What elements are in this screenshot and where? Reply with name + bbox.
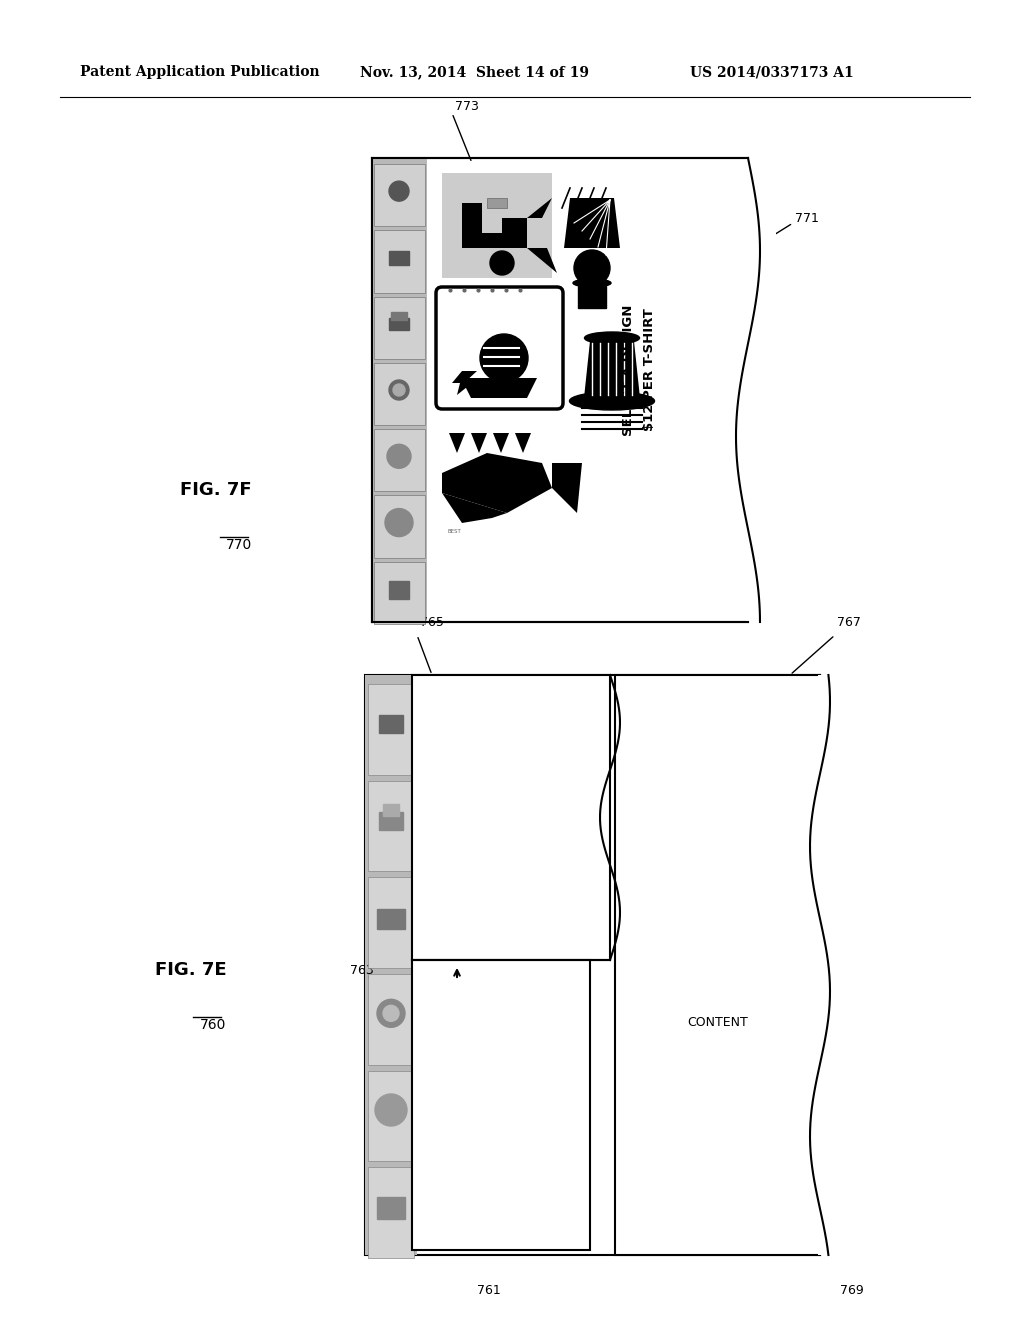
Bar xyxy=(377,1197,406,1218)
Bar xyxy=(365,675,417,1255)
Bar xyxy=(487,198,507,209)
Text: Nov. 13, 2014  Sheet 14 of 19: Nov. 13, 2014 Sheet 14 of 19 xyxy=(360,65,589,79)
Text: DRINK: DRINK xyxy=(437,772,450,816)
Circle shape xyxy=(383,1006,399,1022)
Text: SELECT A DESIGN: SELECT A DESIGN xyxy=(622,305,635,436)
Polygon shape xyxy=(584,341,640,399)
Text: AVAILABLE HERE: AVAILABLE HERE xyxy=(437,983,450,1093)
Text: FIG. 7F: FIG. 7F xyxy=(180,480,252,499)
Text: ...: ... xyxy=(437,1127,450,1140)
Text: 769: 769 xyxy=(840,1283,864,1296)
Bar xyxy=(389,581,409,599)
Circle shape xyxy=(480,334,528,381)
Text: ...: ... xyxy=(437,913,450,927)
Bar xyxy=(412,960,590,1250)
Circle shape xyxy=(490,251,514,275)
Bar xyxy=(368,974,414,1065)
Text: FOOD: FOOD xyxy=(437,733,450,771)
Bar xyxy=(374,230,425,293)
Bar xyxy=(374,297,425,359)
Bar xyxy=(442,173,552,279)
Polygon shape xyxy=(527,198,552,218)
Text: 760: 760 xyxy=(200,1018,226,1032)
Bar xyxy=(374,164,425,226)
Polygon shape xyxy=(493,433,509,453)
Polygon shape xyxy=(564,198,620,248)
Polygon shape xyxy=(452,371,477,395)
Text: PRODUCT: PRODUCT xyxy=(437,958,450,1022)
Text: 767: 767 xyxy=(837,616,861,630)
Polygon shape xyxy=(462,203,527,248)
Text: 761: 761 xyxy=(477,1283,502,1296)
Ellipse shape xyxy=(585,333,640,345)
FancyBboxPatch shape xyxy=(436,286,563,409)
Bar xyxy=(374,562,425,624)
Circle shape xyxy=(385,508,413,536)
Text: OTHER LOCATION: OTHER LOCATION xyxy=(437,1028,450,1144)
Bar xyxy=(377,908,406,929)
Polygon shape xyxy=(449,433,465,453)
Bar xyxy=(374,363,425,425)
Bar xyxy=(379,812,403,830)
Bar xyxy=(615,675,820,1255)
Text: CATEGORY: CATEGORY xyxy=(437,675,450,744)
Polygon shape xyxy=(552,463,582,513)
Text: 763: 763 xyxy=(350,964,374,977)
Circle shape xyxy=(377,999,406,1027)
Bar xyxy=(368,878,414,968)
Text: BEST: BEST xyxy=(447,529,461,535)
Polygon shape xyxy=(461,378,537,399)
Bar xyxy=(368,684,414,775)
Text: FIG. 7E: FIG. 7E xyxy=(155,961,226,979)
Bar xyxy=(389,318,409,330)
Polygon shape xyxy=(515,433,531,453)
Circle shape xyxy=(389,181,409,201)
Text: 770: 770 xyxy=(226,539,252,552)
Text: US 2014/0337173 A1: US 2014/0337173 A1 xyxy=(690,65,854,79)
Text: 765: 765 xyxy=(420,616,443,630)
Polygon shape xyxy=(442,453,552,513)
Bar xyxy=(391,312,407,319)
Bar xyxy=(374,429,425,491)
Bar xyxy=(818,675,848,1255)
Text: Patent Application Publication: Patent Application Publication xyxy=(80,65,319,79)
Text: CONTENT: CONTENT xyxy=(687,1016,748,1030)
Bar xyxy=(383,804,399,816)
Bar xyxy=(372,158,427,622)
Polygon shape xyxy=(527,248,557,273)
Circle shape xyxy=(375,1094,407,1126)
Bar xyxy=(368,1071,414,1162)
Circle shape xyxy=(389,380,409,400)
Ellipse shape xyxy=(573,279,611,286)
Bar xyxy=(578,286,606,308)
Circle shape xyxy=(387,445,411,469)
Text: SOUVENIRS: SOUVENIRS xyxy=(437,840,450,916)
Polygon shape xyxy=(442,492,507,523)
Text: $12 PER T-SHIRT: $12 PER T-SHIRT xyxy=(643,309,656,432)
Polygon shape xyxy=(471,433,487,453)
Bar xyxy=(412,675,610,960)
Circle shape xyxy=(393,384,406,396)
Bar xyxy=(379,715,403,734)
Bar xyxy=(746,158,776,622)
Bar xyxy=(372,158,748,622)
Bar xyxy=(365,675,820,1255)
Circle shape xyxy=(574,249,610,286)
Bar xyxy=(368,780,414,871)
Bar xyxy=(374,495,425,558)
Bar xyxy=(389,251,409,265)
Text: 771: 771 xyxy=(795,211,819,224)
Ellipse shape xyxy=(569,392,654,411)
Bar xyxy=(368,1167,414,1258)
Text: PARTY ROOM: PARTY ROOM xyxy=(437,792,450,879)
Text: 773: 773 xyxy=(455,99,479,112)
